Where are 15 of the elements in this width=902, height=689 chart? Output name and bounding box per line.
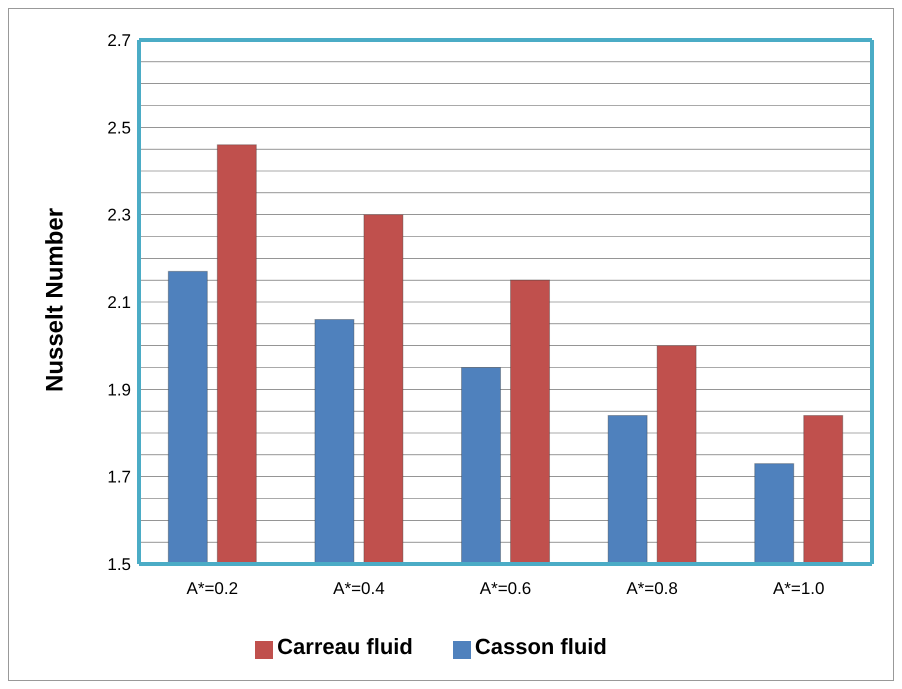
x-tick-label: A*=0.4: [333, 579, 385, 598]
y-tick-label: 1.7: [107, 468, 131, 487]
x-tick-label: A*=1.0: [772, 579, 824, 598]
y-tick-label: 2.3: [107, 206, 131, 225]
y-tick-label: 2.1: [107, 293, 131, 312]
x-tick-label: A*=0.8: [626, 579, 678, 598]
x-tick-label: A*=0.2: [186, 579, 238, 598]
legend-label: Casson fluid: [474, 634, 607, 659]
y-tick-label: 1.5: [107, 555, 131, 574]
y-tick-label: 2.5: [107, 118, 131, 138]
x-tick-label: A*=0.6: [480, 579, 532, 598]
y-tick-label: 2.7: [107, 31, 131, 50]
legend-label: Carreau fluid: [277, 634, 413, 659]
y-tick-label: 1.9: [107, 380, 131, 400]
y-axis-title: Nusselt Number: [42, 208, 69, 392]
